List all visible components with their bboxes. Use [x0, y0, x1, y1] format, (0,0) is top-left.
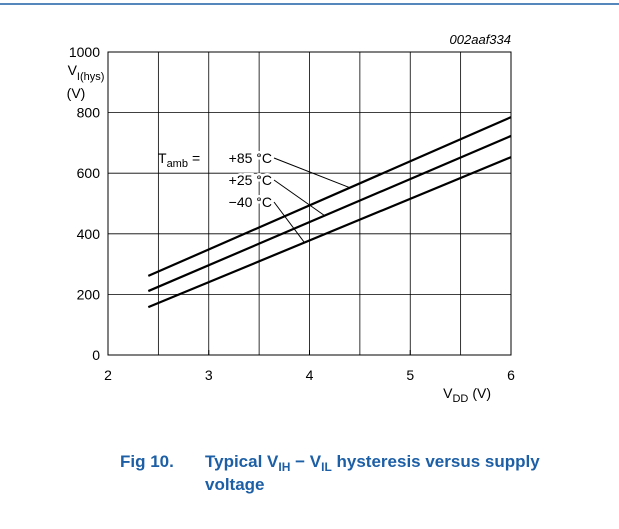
series-label: +85 °C: [229, 150, 272, 166]
legend-title-main: T: [158, 150, 167, 166]
x-label-main: V: [443, 385, 453, 401]
x-axis-label: VDD (V): [443, 385, 491, 405]
series-line: [147, 134, 512, 293]
x-tick-label: 5: [406, 367, 414, 383]
series-line: [147, 116, 512, 277]
y-axis-label: VI(hys): [68, 62, 105, 83]
series-line: [147, 156, 512, 309]
caption-part: Typical V: [205, 452, 279, 471]
caption-number: Fig 10.: [120, 452, 174, 471]
y-tick-label: 600: [77, 165, 101, 181]
x-tick-label: 3: [205, 367, 213, 383]
caption-sub: IH: [278, 460, 290, 474]
caption-part: hysteresis versus supply: [332, 452, 540, 471]
series-label: −40 °C: [229, 194, 272, 210]
y-tick-label: 1000: [69, 44, 100, 60]
x-tick-label: 2: [104, 367, 112, 383]
y-tick-label: 400: [77, 226, 101, 242]
caption-sub: IL: [321, 460, 332, 474]
x-label-unit: (V): [472, 385, 491, 401]
x-tick-label: 4: [306, 367, 314, 383]
y-tick-label: 800: [77, 105, 101, 121]
x-tick-label: 6: [507, 367, 515, 383]
caption-part: − V: [290, 452, 321, 471]
legend-title-eq: =: [192, 150, 200, 166]
caption: Typical VIH − VIL hysteresis versus supp…: [205, 452, 540, 474]
y-tick-label: 200: [77, 286, 101, 302]
y-label-sub: I(hys): [77, 71, 105, 83]
caption-line2: voltage: [205, 475, 265, 494]
legend-title-sub: amb: [167, 158, 188, 170]
legend-title: Tamb =: [158, 150, 200, 170]
y-label-main: V: [68, 62, 78, 78]
leader-line: [273, 201, 305, 243]
y-tick-label: 0: [92, 347, 100, 363]
leader-line: [273, 179, 325, 217]
y-axis-unit: (V): [67, 85, 86, 101]
x-label-sub: DD: [452, 393, 468, 405]
figure-code: 002aaf334: [450, 32, 511, 47]
leader-line: [273, 157, 350, 189]
series-label: +25 °C: [229, 172, 272, 188]
